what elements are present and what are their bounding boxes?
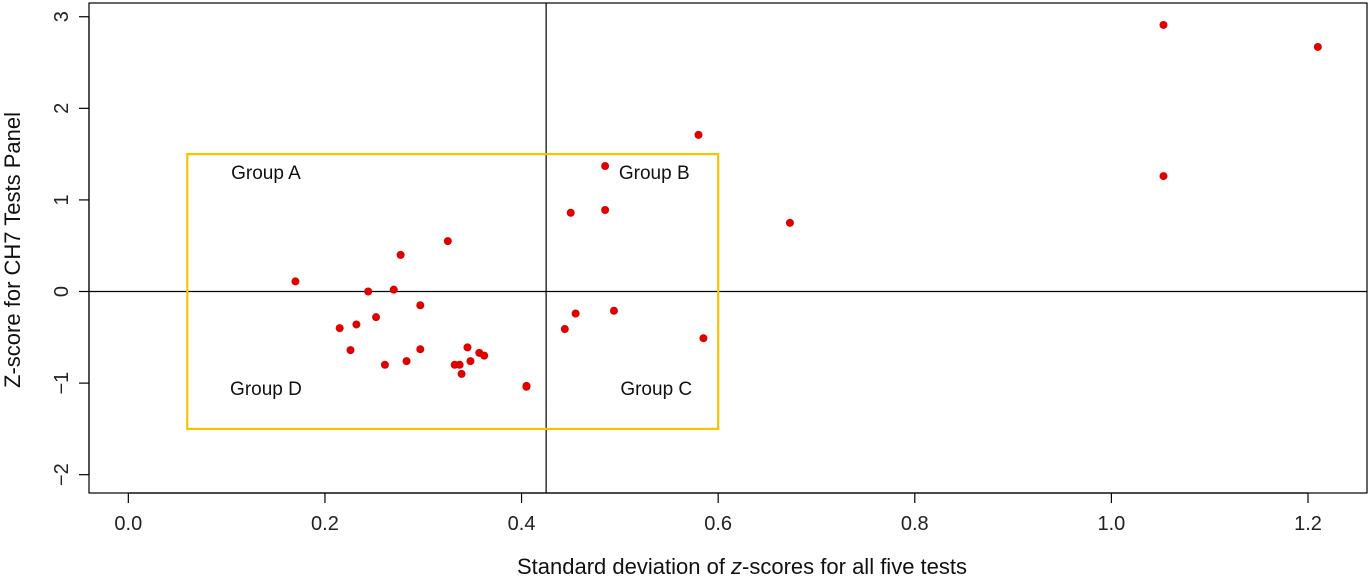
y-tick-label: 2: [51, 103, 73, 114]
group-label-group-a: Group A: [231, 163, 301, 184]
data-point-5: [785, 218, 794, 227]
data-point-12: [364, 287, 373, 296]
x-tick-label: 0.0: [114, 513, 142, 535]
data-point-28: [457, 369, 466, 378]
data-point-33: [609, 306, 618, 315]
data-point-8: [601, 205, 610, 214]
data-point-7: [566, 208, 575, 217]
data-point-9: [443, 237, 452, 246]
data-points: [291, 20, 1322, 391]
x-axis-title: Standard deviation of z-scores for all f…: [517, 554, 967, 578]
data-point-13: [389, 285, 398, 294]
data-point-25: [466, 357, 475, 366]
data-point-17: [335, 324, 344, 333]
data-point-22: [463, 343, 472, 352]
data-point-24: [480, 351, 489, 360]
x-axis-title-part: -scores for all five tests: [742, 554, 967, 578]
data-point-21: [402, 357, 411, 366]
data-point-14: [416, 301, 425, 310]
y-tick-label: −2: [51, 463, 73, 486]
data-point-31: [560, 325, 569, 334]
data-point-32: [571, 309, 580, 318]
data-point-1: [1159, 20, 1168, 29]
y-axis-title: Z-score for CH7 Tests Panel: [0, 112, 25, 388]
x-tick-label: 1.0: [1097, 513, 1125, 535]
highlight-box: [186, 153, 720, 430]
plot-frame: [88, 2, 1368, 494]
data-point-3: [1159, 172, 1168, 181]
data-point-27: [455, 360, 464, 369]
y-axis: −2 −1 0 1 2 3: [51, 11, 90, 486]
data-point-6: [601, 162, 610, 171]
data-point-16: [352, 320, 361, 329]
x-tick-label: 1.2: [1294, 513, 1322, 535]
y-tick-label: 1: [51, 194, 73, 205]
group-label-group-d: Group D: [230, 379, 302, 400]
data-point-2: [1313, 42, 1322, 51]
x-tick-label: 0.6: [704, 513, 732, 535]
data-point-34: [699, 334, 708, 343]
data-point-19: [416, 345, 425, 354]
x-axis: 0.0 0.2 0.4 0.6 0.8 1.0 1.2: [114, 492, 1322, 535]
x-tick-label: 0.8: [901, 513, 929, 535]
y-tick-label: 3: [51, 11, 73, 22]
data-point-4: [694, 130, 703, 139]
y-tick-label: 0: [51, 286, 73, 297]
data-point-10: [396, 250, 405, 259]
group-label-group-b: Group B: [619, 163, 690, 184]
x-axis-title-part: z: [730, 554, 742, 578]
group-label-group-c: Group C: [620, 379, 692, 400]
x-axis-title-part: Standard deviation of: [517, 554, 731, 578]
data-point-11: [291, 277, 300, 286]
data-point-18: [346, 346, 355, 355]
data-point-30: [522, 382, 531, 391]
x-tick-label: 0.2: [311, 513, 339, 535]
group-labels: Group A Group B Group C Group D: [230, 163, 692, 400]
x-tick-label: 0.4: [508, 513, 536, 535]
reference-lines: [89, 3, 1367, 493]
y-tick-label: −1: [51, 372, 73, 395]
data-point-15: [372, 313, 381, 322]
highlight-box-layer: [186, 153, 720, 430]
data-point-20: [380, 360, 389, 369]
